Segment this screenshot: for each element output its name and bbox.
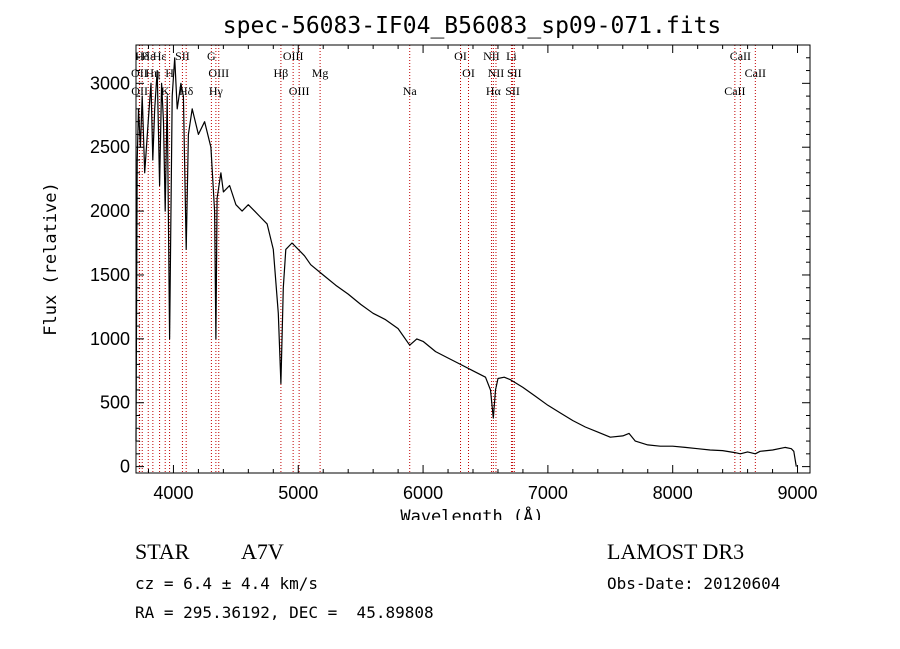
line-label-27: CaII bbox=[730, 49, 751, 63]
line-label-12: G bbox=[207, 49, 216, 63]
y-tick-label-1000: 1000 bbox=[90, 329, 130, 349]
spectrum-chart: spec-56083-IF04_B56083_sp09-071.fits 400… bbox=[41, 13, 818, 520]
line-label-9: SII bbox=[175, 49, 190, 63]
y-axis: 0 500 1000 1500 2000 2500 3000 bbox=[90, 57, 810, 477]
line-label-8: Hδ bbox=[179, 84, 194, 98]
y-axis-label: Flux (relative) bbox=[41, 182, 61, 336]
spectrum-series bbox=[135, 57, 797, 467]
y-tick-label-1500: 1500 bbox=[90, 265, 130, 285]
observation-date: Obs-Date: 20120604 bbox=[607, 574, 781, 593]
x-tick-label-9000: 9000 bbox=[777, 483, 817, 503]
line-label-28: CaII bbox=[745, 66, 766, 80]
line-label-24: Li bbox=[506, 49, 517, 63]
line-label-19: OI bbox=[462, 66, 475, 80]
line-label-18: OI bbox=[454, 49, 467, 63]
y-tick-label-3000: 3000 bbox=[90, 73, 130, 93]
spectrum-line bbox=[135, 57, 797, 467]
survey-name: LAMOST DR3 bbox=[607, 539, 745, 564]
line-label-3: Hε bbox=[141, 49, 155, 63]
x-tick-label-7000: 7000 bbox=[528, 483, 568, 503]
x-axis: 4000 5000 6000 7000 8000 9000 bbox=[147, 45, 818, 503]
line-label-26: CaII bbox=[724, 84, 745, 98]
plot-frame bbox=[135, 44, 811, 474]
line-label-22: NII bbox=[488, 66, 505, 80]
line-label-11: Hγ bbox=[209, 84, 224, 98]
y-tick-label-2000: 2000 bbox=[90, 201, 130, 221]
line-label-4: Hη bbox=[145, 66, 160, 80]
line-label-0: Hδ bbox=[135, 49, 150, 63]
line-label-2: OII bbox=[131, 84, 148, 98]
line-label-25: SII bbox=[507, 66, 522, 80]
line-label-14: OIII bbox=[289, 84, 310, 98]
line-label-21: NII bbox=[483, 49, 500, 63]
line-label-6: Hε bbox=[153, 49, 167, 63]
x-axis-label: Wavelength (Å) bbox=[400, 505, 543, 520]
object-type: STAR bbox=[135, 539, 190, 564]
line-label-10: OIII bbox=[208, 66, 229, 80]
x-tick-label-4000: 4000 bbox=[153, 483, 193, 503]
line-label-17: Na bbox=[403, 84, 418, 98]
spectral-subclass: A7V bbox=[241, 539, 284, 564]
line-label-16: Mg bbox=[312, 66, 329, 80]
redshift-cz: cz = 6.4 ± 4.4 km/s bbox=[135, 574, 319, 593]
line-label-1: OII bbox=[131, 66, 148, 80]
line-label-5: K bbox=[161, 84, 170, 98]
x-tick-label-5000: 5000 bbox=[278, 483, 318, 503]
coordinates: RA = 295.36192, DEC = 45.89808 bbox=[135, 603, 434, 622]
x-tick-label-8000: 8000 bbox=[653, 483, 693, 503]
chart-title: spec-56083-IF04_B56083_sp09-071.fits bbox=[223, 13, 722, 39]
y-tick-label-2500: 2500 bbox=[90, 137, 130, 157]
line-label-7: H bbox=[165, 66, 174, 80]
line-label-20: Hα bbox=[486, 84, 502, 98]
x-tick-label-6000: 6000 bbox=[403, 483, 443, 503]
line-label-13: Hβ bbox=[274, 66, 289, 80]
line-label-15: OIII bbox=[283, 49, 304, 63]
y-tick-label-500: 500 bbox=[100, 393, 130, 413]
line-markers bbox=[138, 45, 756, 473]
y-tick-label-0: 0 bbox=[120, 457, 130, 477]
line-labels: HδOIIOIIHεHηKHεHHδSIIOIIIHγGHβOIIIOIIIMg… bbox=[131, 49, 766, 98]
line-label-23: SII bbox=[505, 84, 520, 98]
